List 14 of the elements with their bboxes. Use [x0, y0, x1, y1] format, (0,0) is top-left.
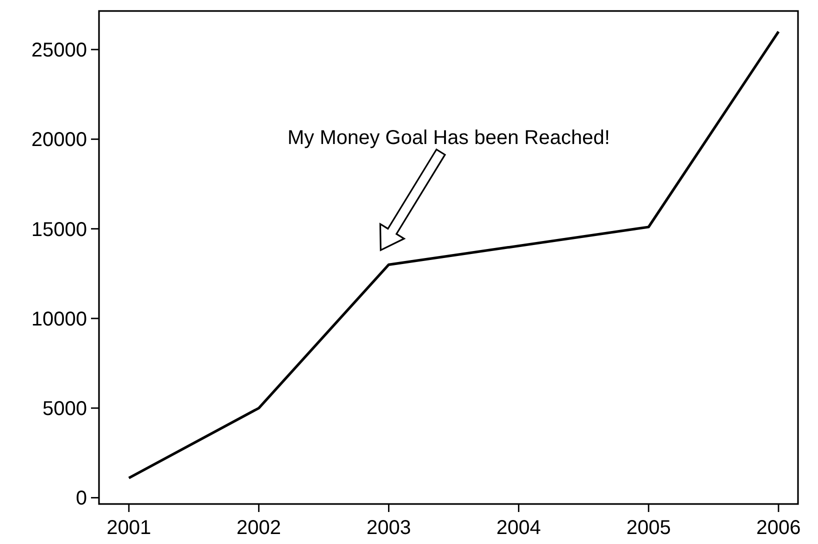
x-tick-label: 2006 — [756, 517, 801, 539]
x-tick-label: 2001 — [106, 517, 152, 539]
annotation: My Money Goal Has been Reached! — [287, 127, 610, 150]
y-tick-label: 25000 — [31, 40, 87, 62]
x-tick-label: 2004 — [496, 517, 541, 539]
line-series — [128, 30, 780, 480]
x-tick-label: 2003 — [366, 517, 411, 539]
x-tick-label: 2002 — [236, 517, 282, 539]
y-tick-label: 0 — [76, 488, 87, 510]
y-tick-label: 10000 — [31, 308, 87, 330]
y-tick-label: 5000 — [42, 398, 87, 420]
x-tick-label: 2005 — [626, 517, 671, 539]
y-tick-label: 15000 — [31, 218, 87, 241]
y-tick-label: 20000 — [31, 129, 87, 152]
